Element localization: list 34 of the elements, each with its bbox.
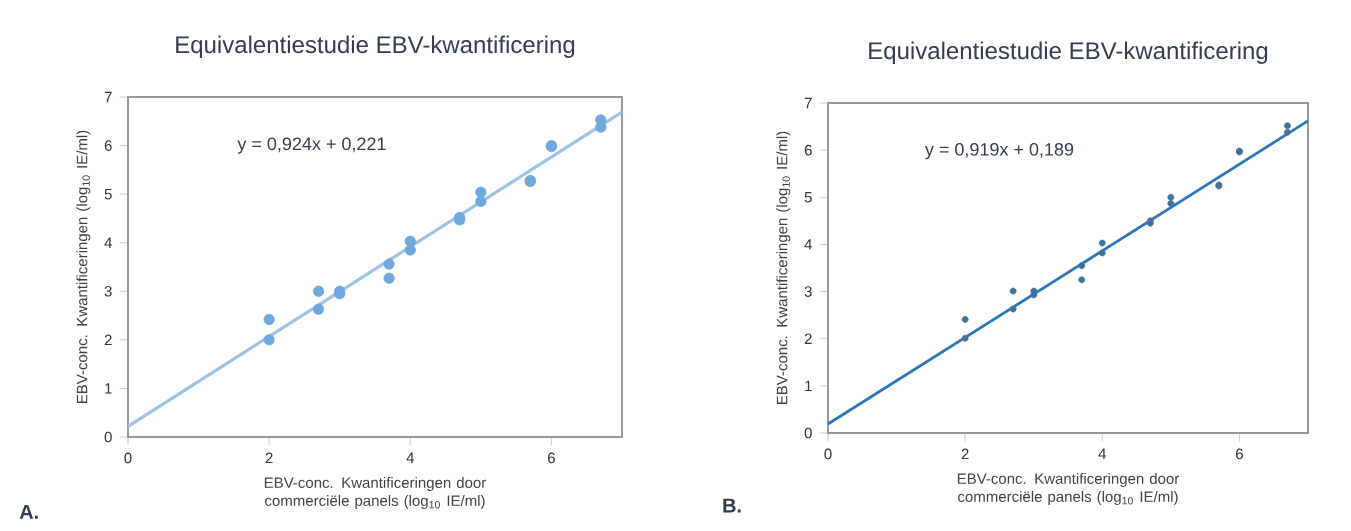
x-tick-label: 6	[1236, 448, 1243, 460]
y-axis-title: EBV-conc. Kwantificeringen (log$_{10}$ IE/ml)	[76, 130, 91, 404]
y-tick-label: 3	[104, 285, 112, 297]
y-tick-label: 3	[804, 286, 812, 297]
y-tick-label: 0	[804, 427, 812, 439]
y-tick-label: 6	[104, 140, 112, 151]
text: A.	[19, 504, 38, 519]
y-tick-label: 0	[104, 431, 112, 443]
y-tick-label: 4	[104, 237, 112, 248]
annotation: y = 0,919x + 0,189	[924, 142, 1074, 160]
chart-title: Equivalentiestudie EBV-kwantificering	[869, 41, 1268, 64]
x-tick-label: 0	[824, 448, 832, 460]
y-tick-label: 5	[804, 192, 812, 203]
x-axis-title: EBV-conc. Kwantificeringen door commerciële panels (log$_{10}$ IE/ml)	[957, 472, 1180, 505]
text: B.	[723, 498, 741, 513]
x-axis-title: EBV-conc. Kwantificeringen door commerciële panels (log$_{10}$ IE/ml)	[264, 476, 487, 509]
x-tick-label: 0	[124, 452, 132, 464]
y-tick-label: 1	[805, 380, 812, 392]
x-tick-label: 2	[265, 452, 273, 464]
y-tick-label: 5	[104, 188, 112, 200]
y-tick-label: 1	[105, 383, 112, 394]
y-tick-label: 2	[104, 334, 112, 346]
y-tick-label: 4	[804, 239, 812, 250]
annotation: y = 0,924x + 0,221	[237, 137, 386, 154]
y-tick-label: 7	[804, 97, 812, 109]
x-tick-label: 2	[961, 448, 969, 460]
y-tick-label: 6	[804, 144, 812, 156]
y-tick-label: 7	[104, 91, 112, 103]
y-axis-title: EBV-conc. Kwantificeringen (log$_{10}$ IE/ml)	[776, 131, 791, 405]
x-tick-label: 6	[548, 452, 555, 464]
x-tick-label: 4	[406, 452, 415, 463]
y-tick-label: 2	[804, 333, 812, 344]
x-tick-label: 4	[1098, 448, 1107, 459]
chart-title: Equivalentiestudie EBV-kwantificering	[176, 35, 575, 58]
